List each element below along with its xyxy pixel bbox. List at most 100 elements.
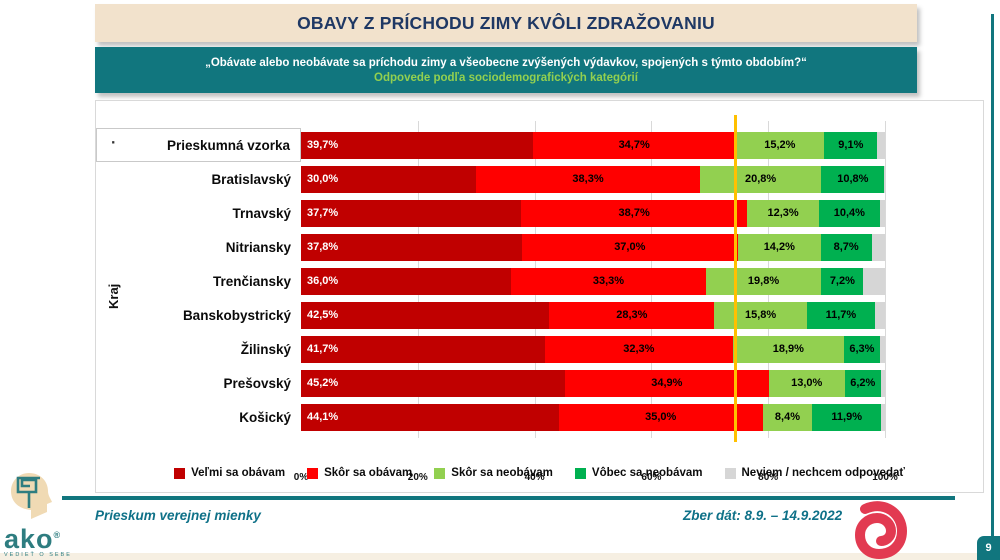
bar-segment: 45,2% [301, 369, 565, 397]
category-label: Trnavský [232, 205, 291, 221]
chart: Kraj · Prieskumná vzorka 39,7% 34,7% 15,2% 9,… [95, 100, 984, 493]
legend-label: Vôbec sa neobávam [591, 467, 703, 479]
category-label: Nitriansky [225, 239, 291, 255]
bar-segment [875, 301, 885, 329]
legend-label: Skôr sa neobávam [451, 467, 553, 479]
right-edge-accent [991, 14, 994, 560]
slide-title-banner: OBAVY Z PRÍCHODU ZIMY KVÔLI ZDRAŽOVANIU [95, 4, 917, 42]
bar-segment: 19,8% [705, 267, 822, 295]
bar-segment: 38,7% [521, 199, 748, 227]
bar-segment [871, 233, 885, 261]
chart-row: Žilinský 41,7% 32,3% 18,9% 6,3% [96, 332, 885, 366]
bar-segment [881, 403, 885, 431]
segment-value: 6,2% [850, 377, 876, 389]
bar-segment: 37,0% [521, 233, 738, 261]
bar-segment: 20,8% [699, 165, 822, 193]
segment-value: 9,1% [838, 139, 864, 151]
legend-label: Veľmi sa obávam [191, 467, 286, 479]
legend-item: Vôbec sa neobávam [574, 467, 703, 479]
segment-value: 32,3% [623, 343, 655, 355]
bar-segment: 6,3% [843, 335, 881, 363]
legend-swatch [307, 467, 319, 479]
bar-track: 30,0% 38,3% 20,8% 10,8% [301, 165, 885, 193]
segment-value: 19,8% [747, 275, 780, 287]
bullet-icon: · [111, 134, 117, 152]
footer-left-text: Prieskum verejnej mienky [95, 508, 261, 523]
x-tick-label: 20% [407, 472, 428, 483]
bar-track: 36,0% 33,3% 19,8% 7,2% [301, 267, 885, 295]
segment-value: 39,7% [307, 139, 339, 151]
ako-wordmark: ako® [4, 525, 84, 553]
bar-segment: 7,2% [821, 267, 864, 295]
chart-row: Trnavský 37,7% 38,7% 12,3% 10,4% [96, 196, 885, 230]
chart-row: Prešovský 45,2% 34,9% 13,0% 6,2% [96, 366, 885, 400]
bar-segment [880, 335, 885, 363]
question-banner: „Obávate alebo neobávate sa príchodu zim… [95, 47, 917, 93]
category-label: Bratislavský [211, 171, 291, 187]
segment-value: 30,0% [307, 173, 339, 185]
bar-segment: 18,9% [733, 335, 844, 363]
segment-value: 42,5% [307, 309, 339, 321]
bar-track: 42,5% 28,3% 15,8% 11,7% [301, 301, 885, 329]
category-label: · Prieskumná vzorka [96, 128, 301, 162]
legend: Veľmi sa obávam Skôr sa obávam Skôr sa neo… [96, 467, 983, 479]
bar-segment: 6,2% [844, 369, 881, 397]
bar-segment: 15,8% [714, 301, 807, 329]
bar-segment: 11,7% [806, 301, 876, 329]
survey-question: „Obávate alebo neobávate sa príchodu zim… [205, 56, 807, 69]
bar-segment [879, 199, 885, 227]
category-label: Prešovský [223, 375, 291, 391]
segment-value: 37,0% [614, 241, 646, 253]
bar-segment: 13,0% [768, 369, 845, 397]
segment-value: 41,7% [307, 343, 339, 355]
bar-track: 37,7% 38,7% 12,3% 10,4% [301, 199, 885, 227]
legend-swatch [574, 467, 586, 479]
chart-row: Banskobystrický 42,5% 28,3% 15,8% 11,7% [96, 298, 885, 332]
segment-value: 28,3% [616, 309, 648, 321]
bar-segment [884, 165, 885, 193]
legend-label: Neviem / nechcem odpovedať [741, 467, 905, 479]
segment-value: 20,8% [744, 173, 777, 185]
bar-track: 37,8% 37,0% 14,2% 8,7% [301, 233, 885, 261]
bar-segment: 34,7% [532, 131, 736, 159]
chart-row: Bratislavský 30,0% 38,3% 20,8% 10,8% [96, 162, 885, 196]
bar-segment: 38,3% [476, 165, 700, 193]
ako-logo: ako® VEDIEŤ O SEBE [4, 472, 84, 558]
segment-value: 14,2% [763, 241, 795, 253]
segment-value: 34,7% [618, 139, 650, 151]
bar-track: 41,7% 32,3% 18,9% 6,3% [301, 335, 885, 363]
bar-rows: · Prieskumná vzorka 39,7% 34,7% 15,2% 9,1% Bra… [96, 128, 885, 434]
bar-segment: 8,4% [762, 403, 812, 431]
segment-value: 11,7% [825, 309, 857, 321]
segment-value: 38,7% [618, 207, 650, 219]
bar-track: 45,2% 34,9% 13,0% 6,2% [301, 369, 885, 397]
category-text: Prieskumná vzorka [166, 137, 290, 153]
bar-segment: 37,8% [301, 233, 522, 261]
footer-divider [62, 496, 955, 500]
ako-tagline: VEDIEŤ O SEBE [4, 552, 72, 558]
x-tick-label: 60% [641, 472, 662, 483]
bottom-strip [0, 553, 1000, 560]
bar-segment: 8,7% [820, 233, 872, 261]
chart-row: Trenčiansky 36,0% 33,3% 19,8% 7,2% [96, 264, 885, 298]
bar-track: 44,1% 35,0% 8,4% 11,9% [301, 403, 885, 431]
bar-segment: 15,2% [735, 131, 825, 159]
x-tick-label: 80% [758, 472, 779, 483]
segment-value: 10,8% [837, 173, 869, 185]
bar-segment: 30,0% [301, 165, 477, 193]
category-label: Trenčiansky [212, 273, 291, 289]
x-tick-label: 0% [293, 472, 309, 483]
category-label: Banskobystrický [182, 307, 291, 323]
head-spiral-icon [4, 473, 62, 526]
bar-segment: 11,9% [811, 403, 882, 431]
legend-label: Skôr sa obávam [324, 467, 413, 479]
segment-value: 35,0% [645, 411, 677, 423]
segment-value: 13,0% [791, 377, 823, 389]
segment-value: 45,2% [307, 377, 339, 389]
category-label: Košický [239, 409, 291, 425]
category-label: Žilinský [240, 341, 291, 357]
bar-segment: 32,3% [544, 335, 734, 363]
registered-mark: ® [53, 530, 62, 540]
gridline [885, 121, 886, 438]
